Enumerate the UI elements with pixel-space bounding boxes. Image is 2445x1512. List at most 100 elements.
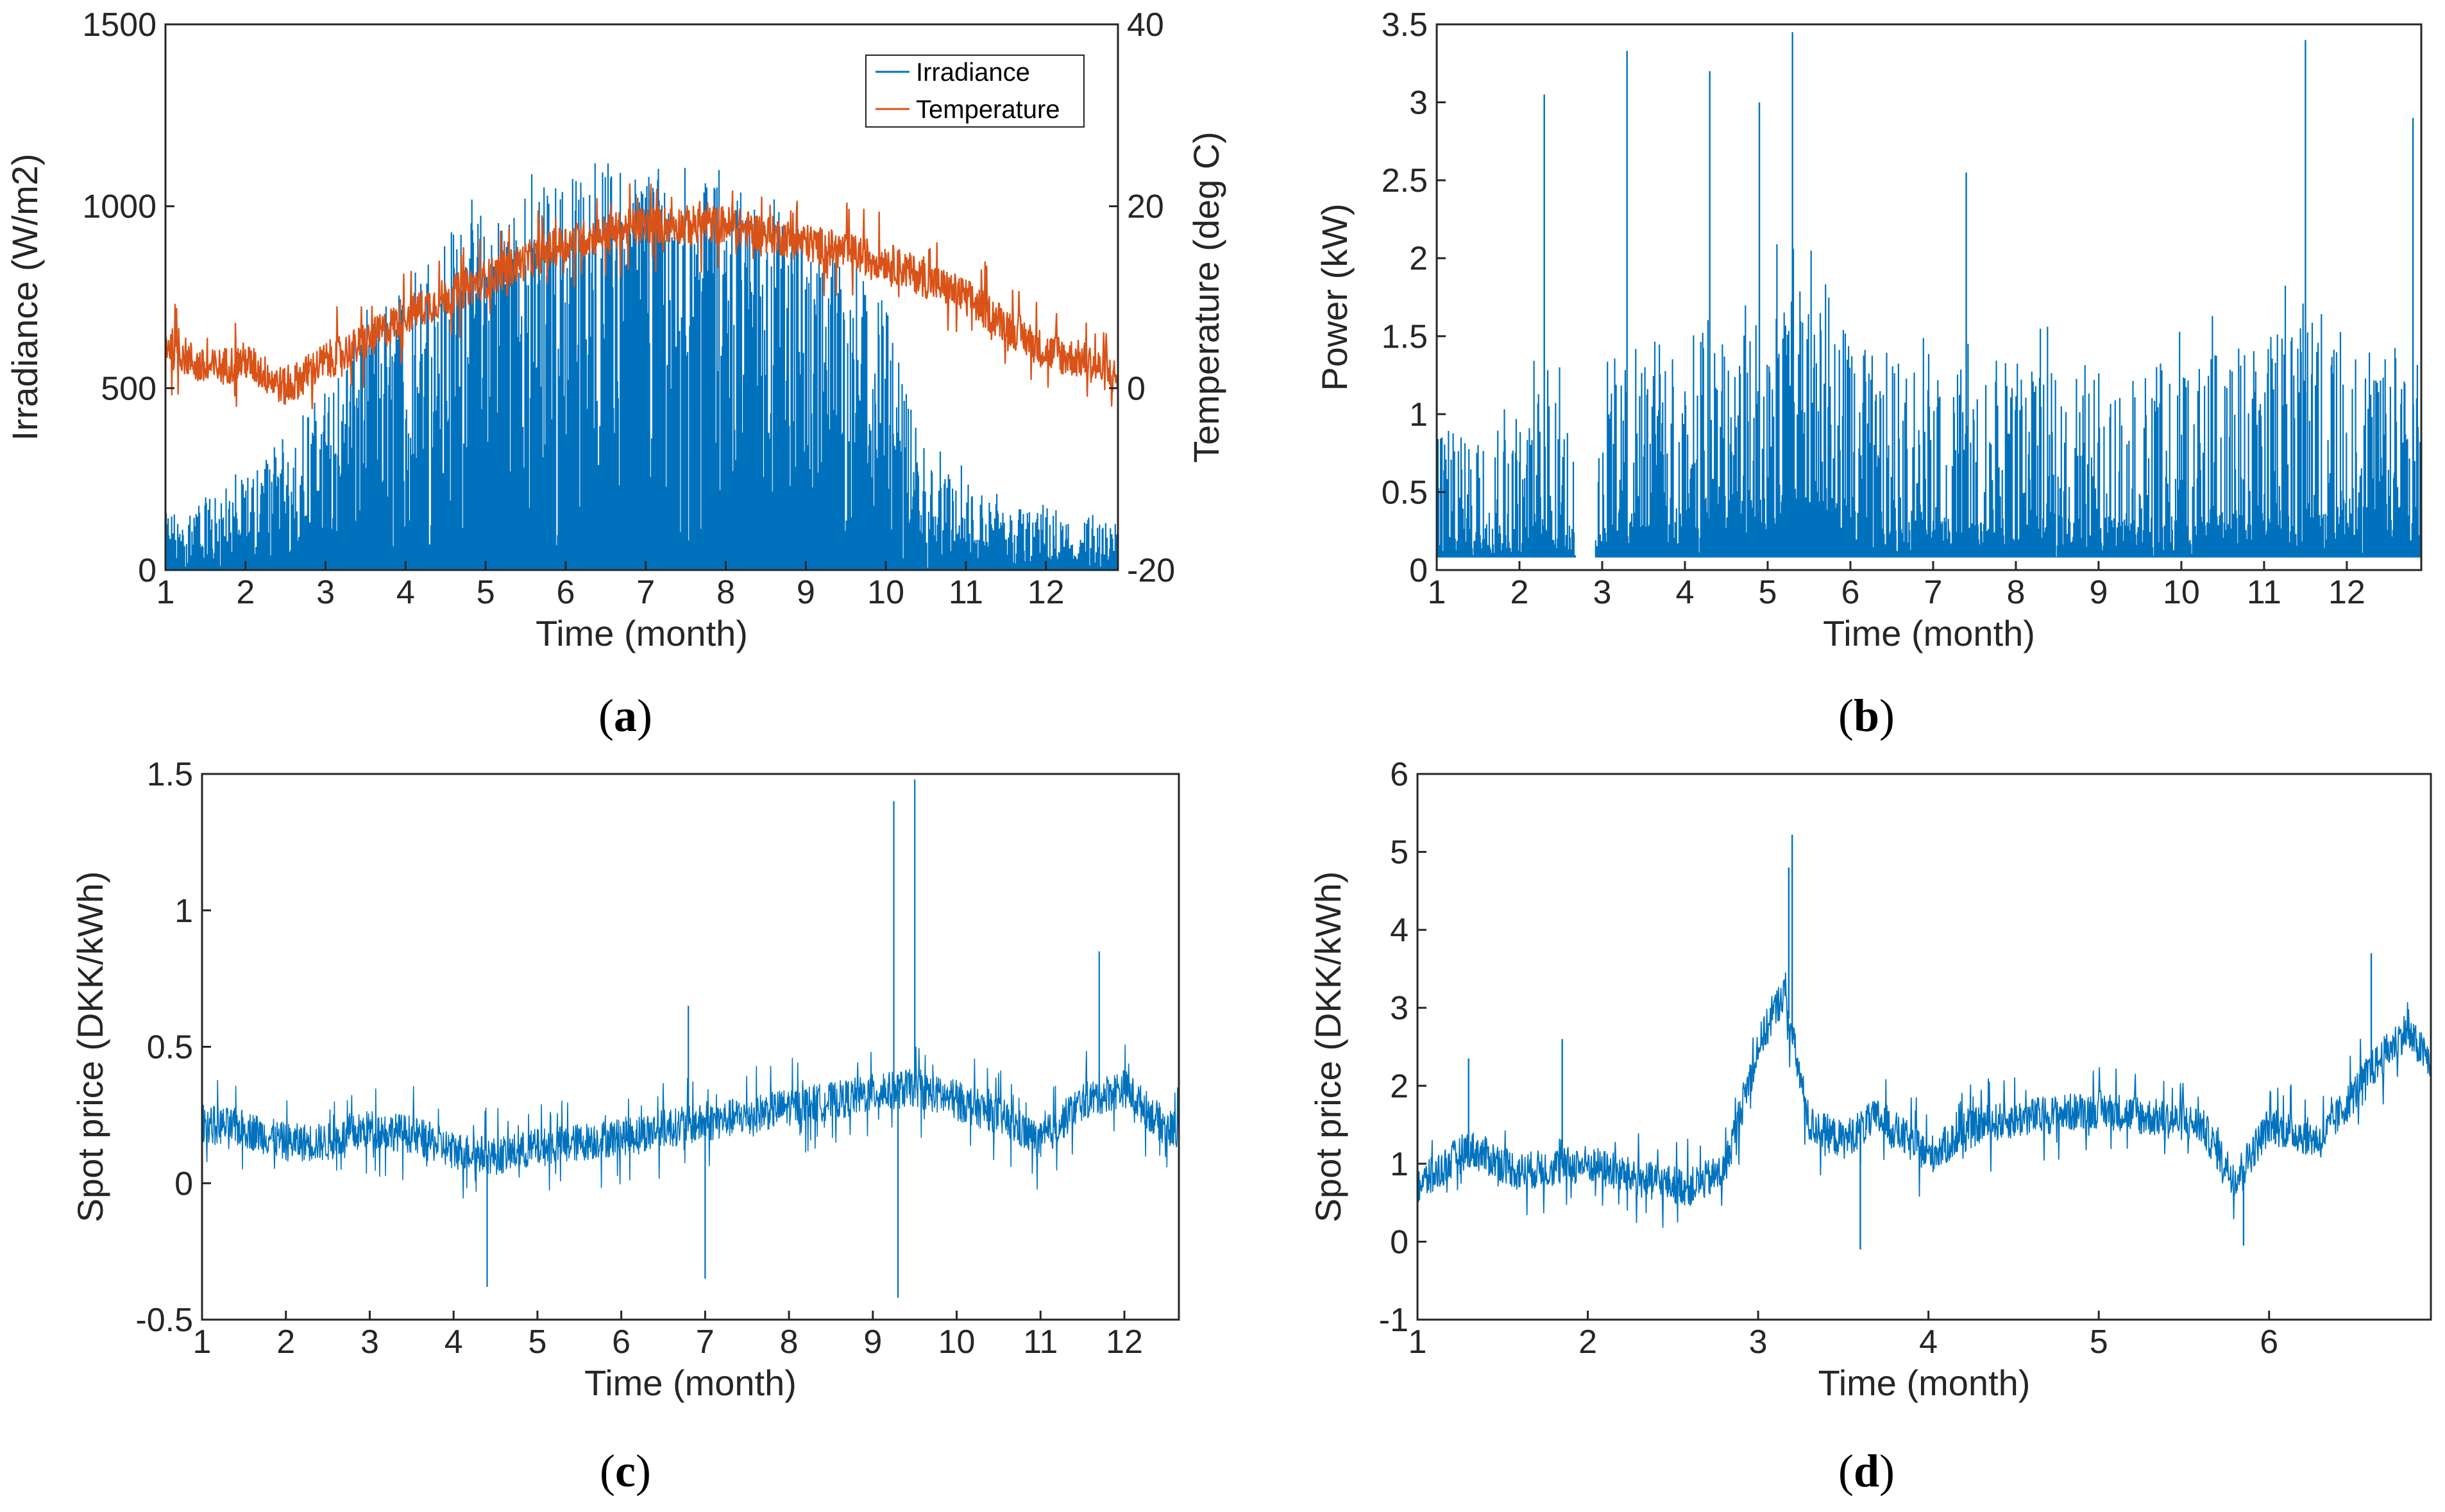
legend-label-temperature: Temperature [916, 96, 1060, 124]
y-axis-label-left: Irradiance (W/m2) [4, 153, 45, 441]
y-tick-label: -1 [1379, 1302, 1409, 1339]
y-tick-label: 2 [1390, 1068, 1409, 1105]
legend: Irradiance Temperature [865, 55, 1085, 128]
y-tick-label: 0.5 [1382, 474, 1428, 511]
panel-caption-letter: d [1854, 1445, 1879, 1497]
x-tick-label: 4 [1676, 574, 1695, 611]
panel-caption: (d) [1838, 1445, 1895, 1497]
x-tick-label: 12 [1106, 1323, 1143, 1361]
plot-area-b [1437, 32, 2421, 558]
spot-price-series [1417, 972, 2431, 1228]
y-tick-label: 2 [1409, 240, 1428, 278]
plot-area-a [165, 163, 1118, 570]
x-tick-label: 8 [2006, 574, 2025, 611]
x-tick-label: 1 [1428, 574, 1446, 611]
panel-caption-letter: a [614, 690, 637, 741]
x-tick-label: 8 [780, 1323, 799, 1361]
panel-caption: (b) [1838, 690, 1895, 741]
temperature-series [165, 183, 1118, 410]
panel-caption: (a) [598, 690, 652, 741]
x-tick-label: 7 [1924, 574, 1942, 611]
plot-frame-d [1416, 773, 2432, 1321]
x-tick-label: 9 [797, 574, 815, 611]
x-tick-label: 2 [276, 1323, 295, 1361]
plot-area-d [1417, 834, 2431, 1250]
x-tick-label: 12 [2328, 574, 2365, 611]
x-tick-label: 10 [2163, 574, 2200, 611]
x-tick-label: 1 [1409, 1323, 1427, 1361]
y-tick-label: 4 [1390, 912, 1409, 949]
y-tick-label: 5 [1390, 834, 1409, 871]
y-tick-label: 2.5 [1382, 162, 1428, 199]
plot-frame-c [201, 773, 1180, 1321]
y-tick-label: 0 [138, 552, 157, 589]
x-tick-label: 8 [716, 574, 735, 611]
plot-area-c [202, 779, 1179, 1298]
x-tick-label: 2 [1510, 574, 1529, 611]
x-tick-label: 4 [396, 574, 415, 611]
y-right-tick-label: 0 [1127, 370, 1146, 407]
x-tick-label: 10 [867, 574, 904, 611]
x-tick-label: 12 [1028, 574, 1065, 611]
x-tick-label: 3 [360, 1323, 379, 1361]
y-tick-label: 1000 [82, 189, 157, 226]
y-axis-label: Spot price (DKK/kWh) [70, 871, 110, 1223]
x-axis-label: Time (month) [1823, 613, 2035, 653]
power-series [1437, 244, 2421, 558]
x-tick-label: 1 [193, 1323, 212, 1361]
y-axis-label: Power (kW) [1314, 203, 1355, 391]
x-tick-label: 1 [157, 574, 175, 611]
x-tick-label: 7 [696, 1323, 715, 1361]
y-tick-label: 3 [1390, 990, 1409, 1027]
y-tick-label: 6 [1390, 756, 1409, 793]
x-tick-label: 6 [1841, 574, 1859, 611]
y-tick-label: 3 [1409, 85, 1428, 122]
y-right-tick-label: 40 [1127, 6, 1164, 44]
y-axis-label-right: Temperature (deg C) [1186, 131, 1226, 463]
x-tick-label: 5 [477, 574, 495, 611]
y-tick-label: 1 [174, 893, 193, 930]
x-tick-label: 11 [949, 574, 983, 611]
panel-caption: (c) [600, 1445, 651, 1497]
plot-frame-a [164, 23, 1119, 571]
y-tick-label: 1500 [82, 6, 157, 44]
x-tick-label: 11 [2247, 574, 2281, 611]
y-tick-label: 0 [1390, 1223, 1409, 1261]
x-tick-label: 9 [863, 1323, 882, 1361]
y-tick-label: 0 [1409, 552, 1428, 589]
x-tick-label: 5 [2090, 1323, 2108, 1361]
y-right-tick-label: -20 [1127, 552, 1175, 589]
x-tick-label: 5 [1759, 574, 1777, 611]
panel-caption-letter: b [1854, 690, 1879, 741]
x-axis-label: Time (month) [1818, 1363, 2031, 1403]
x-tick-label: 7 [636, 574, 655, 611]
y-tick-label: 0 [174, 1165, 193, 1202]
x-tick-label: 10 [938, 1323, 976, 1361]
x-tick-label: 4 [444, 1323, 463, 1361]
x-tick-label: 9 [2089, 574, 2108, 611]
legend-label-irradiance: Irradiance [916, 58, 1030, 87]
legend-box [865, 55, 1085, 128]
spot-price-series [202, 1044, 1179, 1199]
x-tick-label: 6 [612, 1323, 630, 1361]
y-tick-label: 500 [101, 370, 157, 407]
x-tick-label: 3 [1749, 1323, 1768, 1361]
x-tick-label: 11 [1023, 1323, 1058, 1361]
y-tick-label: 1.5 [147, 756, 193, 793]
x-tick-label: 6 [556, 574, 575, 611]
x-tick-label: 3 [316, 574, 335, 611]
x-tick-label: 3 [1593, 574, 1612, 611]
x-tick-label: 5 [528, 1323, 546, 1361]
plot-frame-b [1435, 23, 2423, 571]
x-axis-label: Time (month) [584, 1363, 797, 1403]
x-tick-label: 2 [236, 574, 255, 611]
y-axis-label: Spot price (DKK/kWh) [1308, 871, 1348, 1223]
x-tick-label: 2 [1578, 1323, 1597, 1361]
y-tick-label: 1 [1390, 1146, 1409, 1183]
x-tick-label: 4 [1919, 1323, 1938, 1361]
y-right-tick-label: 20 [1127, 189, 1164, 226]
